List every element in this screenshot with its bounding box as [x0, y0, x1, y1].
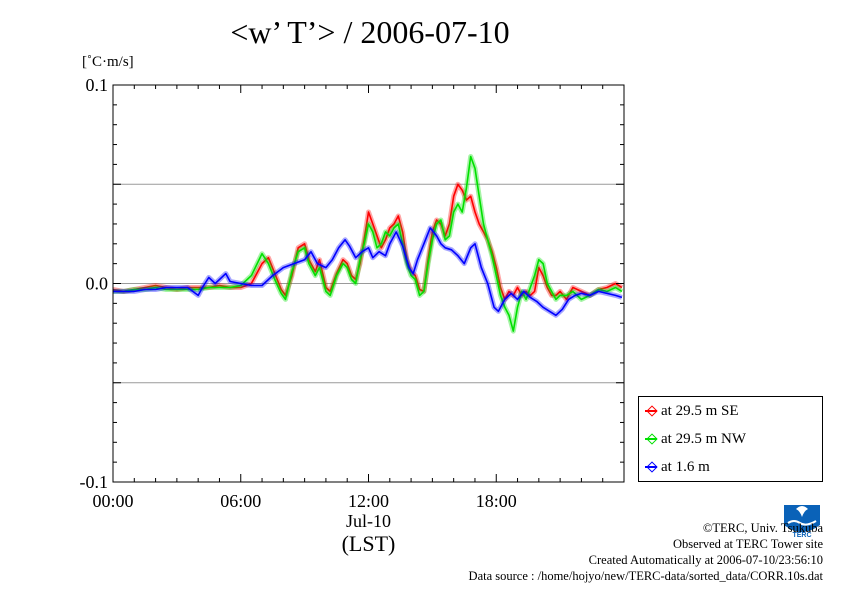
x-tick-label-2: 12:00 [348, 491, 389, 511]
label-layer: 0.1 0.0 -0.100:00 06:00 12:00 18:00 Jul-10(LST… [80, 75, 517, 556]
logo-text: TERC [792, 532, 811, 539]
legend-label-nw: at 29.5 m NW [661, 430, 746, 447]
tick-layer [112, 84, 625, 483]
legend-swatch-low [645, 466, 657, 468]
x-tick-label-1: 06:00 [220, 491, 261, 511]
legend-swatch-nw [645, 438, 657, 440]
series-line-1 [113, 155, 623, 332]
y-tick-label-2: -0.1 [80, 472, 109, 492]
legend: at 29.5 m SE at 29.5 m NW at 1.6 m [638, 396, 823, 482]
series-line-2 [113, 227, 623, 317]
y-unit-label: [˚C·m/s] [82, 54, 134, 70]
legend-item-se: at 29.5 m SE [645, 401, 739, 421]
credit-source: Data source : /home/hojyo/new/TERC-data/… [468, 569, 823, 583]
x-axis-label: (LST) [342, 531, 396, 556]
credit-created: Created Automatically at 2006-07-10/23:5… [588, 553, 823, 567]
credit-observed: Observed at TERC Tower site [672, 537, 823, 551]
legend-label-se: at 29.5 m SE [661, 402, 739, 419]
legend-swatch-se [645, 410, 657, 412]
terc-logo: TERC [784, 505, 820, 539]
series-layer [112, 154, 624, 334]
y-tick-label-0: 0.1 [86, 75, 109, 95]
x-tick-label-3: 18:00 [476, 491, 517, 511]
y-tick-label-1: 0.0 [86, 274, 109, 294]
x-tick-label-0: 00:00 [92, 491, 133, 511]
legend-item-nw: at 29.5 m NW [645, 429, 746, 449]
grid-layer [113, 183, 624, 384]
series-halo-1 [113, 154, 624, 334]
chart-title: <w’ T’> / 2006-07-10 [230, 14, 510, 50]
legend-label-low: at 1.6 m [661, 458, 710, 475]
credits: ©TERC, Univ. Tsukuba Observed at TERC To… [469, 520, 823, 584]
legend-item-low: at 1.6 m [645, 457, 710, 477]
x-date-label: Jul-10 [346, 511, 391, 531]
credit-copyright: ©TERC, Univ. Tsukuba [702, 521, 823, 535]
